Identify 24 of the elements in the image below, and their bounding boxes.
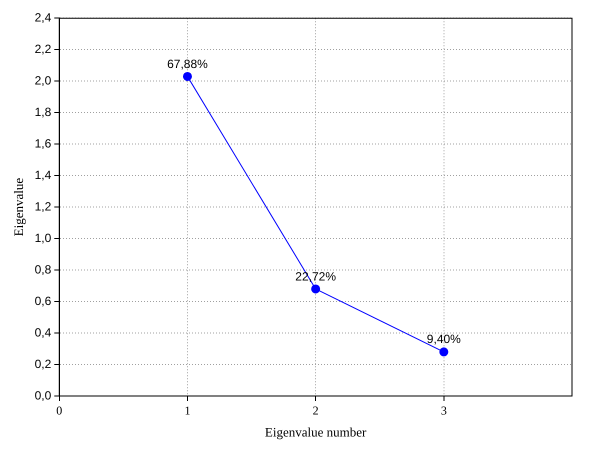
y-axis-title: Eigenvalue	[11, 178, 26, 236]
y-tick-label: 2,0	[34, 73, 52, 88]
point	[182, 72, 192, 81]
x-tick-label: 0	[56, 403, 62, 418]
y-tick-label: 0,4	[34, 325, 52, 340]
y-tick-label: 0,0	[34, 388, 52, 402]
y-tick-label: 1,8	[34, 104, 52, 119]
point	[311, 284, 320, 294]
x-axis-title: Eigenvalue number	[264, 424, 368, 440]
y-tick-label: 0,6	[34, 294, 52, 308]
annotation: 9,40%	[426, 332, 462, 346]
y-tick-label: 1,4	[34, 168, 52, 182]
x-tick-label: 2	[312, 403, 319, 418]
y-tick-label: 2,4	[34, 10, 52, 25]
y-tick-label: 2,2	[34, 42, 52, 56]
y-tick-label: 0,8	[34, 262, 52, 276]
x-tick-label: 3	[440, 403, 447, 418]
y-tick-label: 1,0	[34, 230, 52, 245]
point	[439, 347, 448, 356]
y-tick-label: 0,2	[34, 356, 52, 371]
y-tick-label: 1,6	[34, 136, 52, 150]
x-tick-label: 1	[184, 403, 190, 418]
annotation: 67,88%	[167, 56, 208, 71]
y-tick-label: 1,2	[34, 199, 52, 214]
